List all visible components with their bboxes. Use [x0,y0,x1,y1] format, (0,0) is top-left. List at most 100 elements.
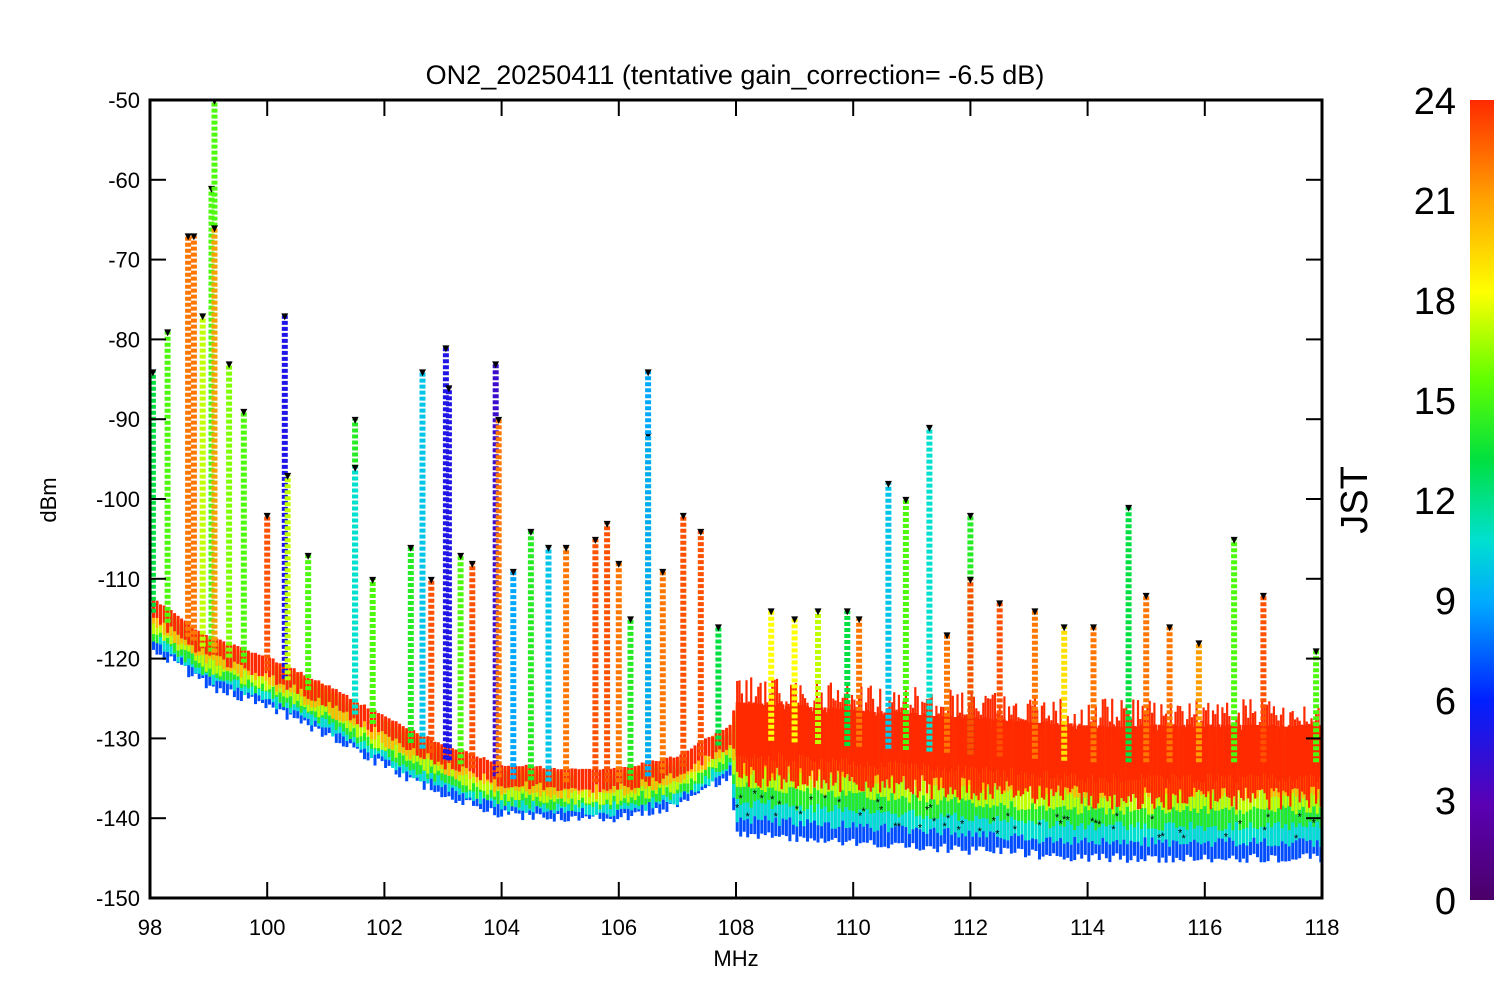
peak-series: ▾ [149,363,156,613]
peak-marker: ▾ [369,571,376,587]
x-tick-label: 98 [138,915,162,940]
peak-series: ▾ [510,563,517,780]
x-tick-label: 118 [1304,915,1339,940]
peak-series: ▾ [226,355,233,658]
peak-marker: ▾ [615,555,622,571]
noise-low-marker: * [1150,814,1155,826]
x-tick-label: 114 [1070,915,1105,940]
peak-series: ▾ [240,403,247,663]
peak-marker: ▾ [814,603,821,619]
noise-low-marker: * [1224,831,1229,843]
noise-low-marker: * [1160,831,1165,843]
peak-series: ▾ [563,539,570,783]
peak-marker: ▾ [545,539,552,555]
peak-series: ▾ [445,379,452,761]
x-axis-label: MHz [713,946,758,971]
peak-series: ▾ [1166,619,1173,763]
peak-marker: ▾ [604,515,611,531]
peak-marker: ▾ [352,411,359,427]
peak-series: ▾ [419,363,426,749]
peak-series: ▾ [885,475,892,749]
noise-low-marker: * [1094,818,1099,830]
chart-title: ON2_20250411 (tentative gain_correction=… [426,60,1045,90]
y-tick-label: -70 [108,248,140,273]
peak-series: ▾ [715,619,722,746]
peak-marker: ▾ [1061,619,1068,635]
peak-series: ▾ [211,220,218,653]
noise-low-marker: * [932,816,937,828]
x-tick-label: 100 [249,915,286,940]
noise-low-marker: * [1055,812,1060,824]
peak-series: ▾ [545,539,552,782]
peak-series: ▾ [592,531,599,783]
peak-marker: ▾ [226,355,233,371]
peak-series: ▾ [457,547,464,765]
y-tick-label: -60 [108,168,140,193]
peak-series: ▾ [469,555,476,769]
peak-marker: ▾ [592,531,599,547]
noise-floor: **** * *** * ** * ** **** * ** ** ********* *** * * * * *… [150,595,1322,863]
noise-low-marker: * [795,804,800,816]
peak-series: ▾ [791,611,798,743]
noise-low-marker: * [1013,824,1018,836]
peaks: ▾ ▾ ▾ ▾ ▾ ▾ ▾ ▾ ▾ ▾ ▾ ▾ ▾ ▾ ▾ ▾ ▾ ▾ ▾ ▾ ▾ ▾ ▾ ▾ ▾ ▾ ▾ ▾ ▾ ▾ ▾ ▾ ▾ ▾ ▾ ▾ ▾ ▾ ▾ ▾… [149,100,1320,783]
peak-marker: ▾ [1125,499,1132,515]
y-tick-label: -140 [96,806,140,831]
y-tick-label: -110 [98,567,140,592]
peak-series: ▾ [943,627,951,753]
peak-series: ▾ [1061,619,1068,761]
peak-series: ▾ [1195,635,1202,763]
peak-series: ▾ [495,411,502,778]
peak-series: ▾ [284,467,291,681]
noise-low-marker: * [1111,824,1116,836]
peak-series: ▾ [1231,531,1238,763]
peak-series: ▾ [814,603,822,744]
noise-low-marker: * [809,794,814,806]
peak-marker: ▾ [1090,619,1097,635]
noise-low-marker: * [1058,818,1063,830]
y-tick-label: -80 [108,327,140,352]
peak-marker: ▾ [442,339,449,355]
colorbar-tick-label: 6 [1435,681,1456,723]
noise-low-marker: * [823,793,828,805]
colorbar-axis: 0 3 6 9 12 15 18 21 24 [1414,81,1456,923]
data-layer: **** * *** * ** * ** **** * ** ** ********* *** * * * * *… [149,100,1322,863]
noise-low-marker: * [879,804,884,816]
noise-low-marker: * [777,799,782,811]
peak-marker: ▾ [996,595,1003,611]
peak-series: ▾ [185,228,192,637]
peak-marker: ▾ [419,363,426,379]
noise-low-marker: * [893,821,898,833]
peak-marker: ▾ [264,507,271,523]
peak-marker: ▾ [445,379,452,395]
peak-series: ▾ [604,515,611,783]
noise-low-marker: * [1062,814,1067,826]
noise-low-marker: * [995,829,1000,841]
colorbar-label: JST [1334,466,1376,534]
peak-marker: ▾ [844,603,851,619]
peak-marker: ▾ [645,427,652,443]
colorbar-tick-label: 21 [1414,181,1456,223]
peak-series: ▾ [768,603,775,741]
peak-marker: ▾ [926,419,933,435]
peak-marker: ▾ [768,603,775,619]
peak-series: ▾ [1090,619,1097,763]
peak-series: ▾ [1125,499,1132,763]
colorbar-tick-label: 15 [1414,381,1456,423]
peak-marker: ▾ [1313,643,1320,659]
peak-marker: ▾ [199,308,206,324]
noise-low-marker: * [1294,833,1299,845]
colorbar-tick-label: 3 [1435,781,1456,823]
peak-series: ▾ [164,323,171,623]
peak-marker: ▾ [149,363,156,379]
y-tick-label: -120 [96,647,140,672]
peak-marker: ▾ [211,220,218,236]
peak-marker: ▾ [1166,619,1173,635]
noise-low-marker: * [978,826,983,838]
peak-marker: ▾ [563,539,570,555]
peak-marker: ▾ [885,475,892,491]
colorbar-tick-label: 9 [1435,581,1456,623]
noise-low-marker: * [1115,811,1120,823]
